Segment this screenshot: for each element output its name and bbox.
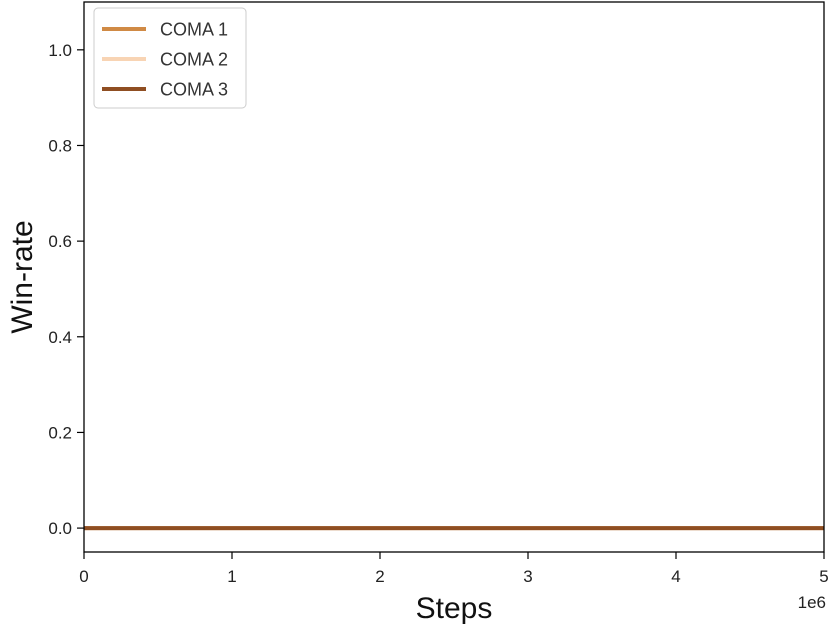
y-tick-label: 0.8	[48, 136, 72, 155]
y-tick-label: 0.2	[48, 423, 72, 442]
y-tick-label: 0.6	[48, 232, 72, 251]
legend-label-3: COMA 3	[160, 80, 228, 100]
legend: COMA 1 COMA 2 COMA 3	[93, 7, 247, 109]
x-tick-label: 2	[375, 567, 384, 586]
x-axis-offset-label: 1e6	[798, 593, 826, 612]
x-tick-label: 3	[523, 567, 532, 586]
x-tick-label: 4	[671, 567, 680, 586]
x-tick-label: 5	[819, 567, 828, 586]
y-tick-label: 0.4	[48, 328, 72, 347]
x-axis-label: Steps	[416, 592, 493, 625]
y-tick-label: 1.0	[48, 41, 72, 60]
plot-frame	[83, 1, 825, 553]
x-tick-label: 1	[227, 567, 236, 586]
y-axis-label: Win-rate	[6, 220, 39, 333]
legend-label-2: COMA 2	[160, 50, 228, 70]
axes-layer	[83, 1, 825, 553]
x-tick-label: 0	[79, 567, 88, 586]
ticks-layer: 0 1 2 3 4 5 0.0 0.2 0.4 0.6 0.8 1.0	[48, 41, 828, 586]
legend-label-1: COMA 1	[160, 20, 228, 40]
y-tick-label: 0.0	[48, 519, 72, 538]
legend-frame	[93, 7, 247, 109]
